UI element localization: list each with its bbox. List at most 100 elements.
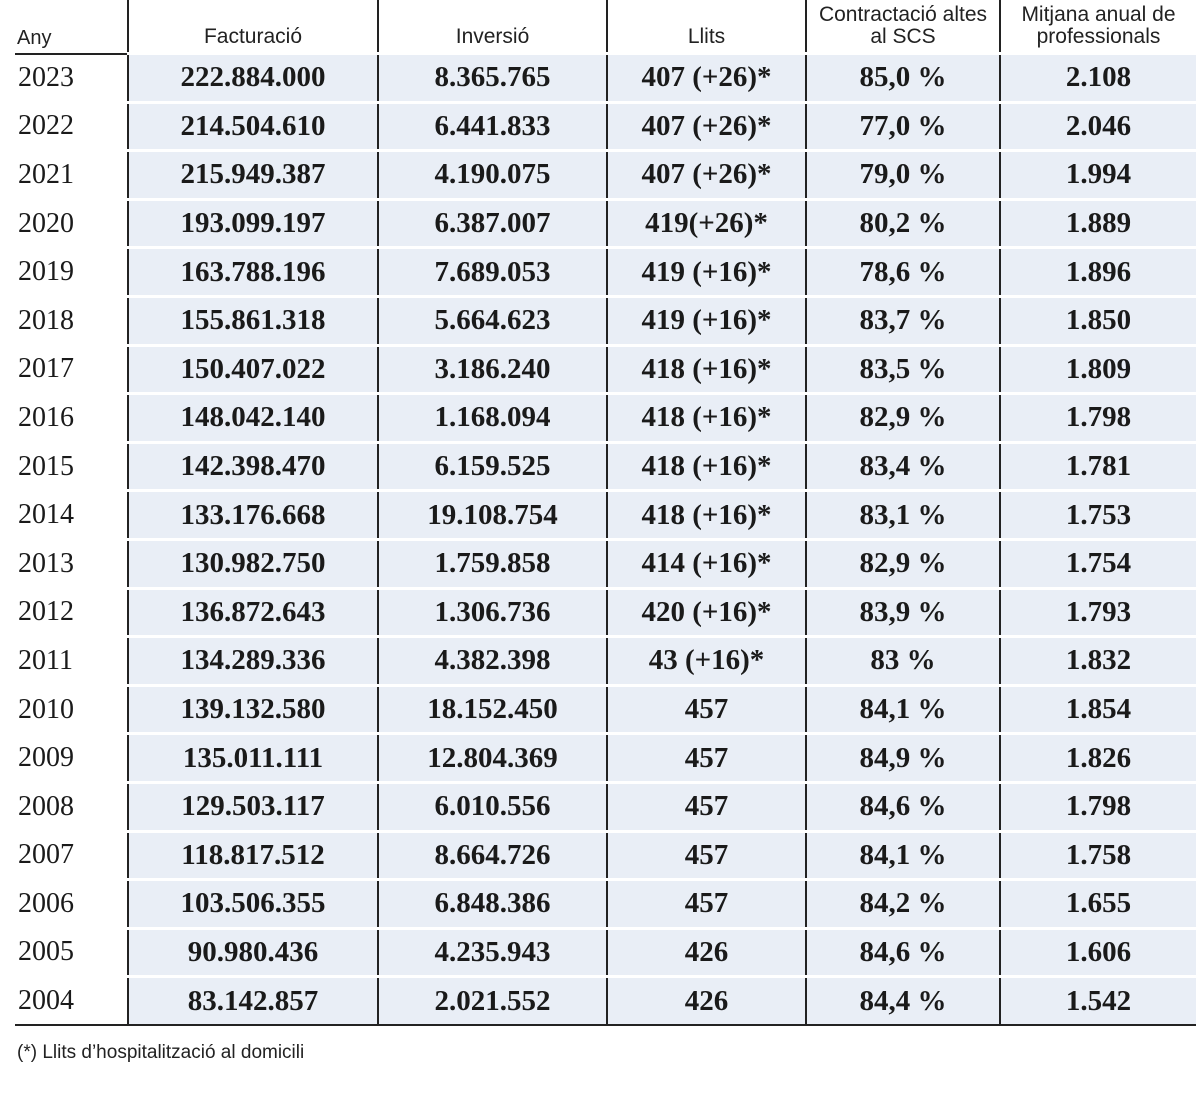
data-cell: 6.010.556 bbox=[377, 780, 607, 831]
table-container: Any Facturació Inversió Llits Contractació a… bbox=[15, 0, 1196, 1026]
table-row: 2017 150.407.022 3.186.240 418 (+16)* 83,5 %… bbox=[15, 343, 1196, 394]
data-cell: 426 bbox=[606, 975, 806, 1026]
table-row: 2022 214.504.610 6.441.833 407 (+26)* 77,0 %… bbox=[15, 100, 1196, 151]
data-cell: 1.798 bbox=[999, 780, 1196, 831]
data-cell: 163.788.196 bbox=[127, 246, 378, 297]
data-cell: 142.398.470 bbox=[127, 440, 378, 491]
header-cell: Inversió bbox=[377, 0, 607, 55]
data-cell: 407 (+26)* bbox=[606, 149, 806, 200]
data-cell: 155.861.318 bbox=[127, 294, 378, 346]
data-cell: 1.168.094 bbox=[377, 392, 607, 443]
data-cell: 8.365.765 bbox=[377, 52, 607, 103]
data-cell: 1.793 bbox=[999, 586, 1196, 637]
data-cell: 1.809 bbox=[999, 343, 1196, 394]
data-cell: 1.758 bbox=[999, 829, 1196, 880]
data-cell: 1.826 bbox=[999, 732, 1196, 783]
year-cell: 2007 bbox=[15, 830, 128, 880]
data-cell: 78,6 % bbox=[805, 246, 1000, 297]
footnote: (*) Llits d’hospitalització al domicili bbox=[17, 1042, 305, 1063]
data-cell: 222.884.000 bbox=[127, 52, 378, 103]
year-cell: 2020 bbox=[15, 198, 128, 248]
table-row: 2014 133.176.668 19.108.754 418 (+16)* 83,1 … bbox=[15, 489, 1196, 540]
data-cell: 214.504.610 bbox=[127, 100, 378, 151]
year-cell: 2016 bbox=[15, 392, 128, 443]
year-cell: 2010 bbox=[15, 684, 128, 734]
data-cell: 5.664.623 bbox=[377, 294, 607, 346]
data-cell: 103.506.355 bbox=[127, 878, 378, 929]
data-cell: 130.982.750 bbox=[127, 537, 378, 589]
table-row: 2020 193.099.197 6.387.007 419(+26)* 80,2 % 1… bbox=[15, 197, 1196, 248]
data-cell: 193.099.197 bbox=[127, 197, 378, 248]
data-cell: 418 (+16)* bbox=[606, 343, 806, 394]
data-cell: 1.655 bbox=[999, 878, 1196, 929]
data-cell: 1.754 bbox=[999, 537, 1196, 589]
year-cell: 2005 bbox=[15, 927, 128, 977]
table-row: 2006 103.506.355 6.848.386 457 84,2 % 1.655 bbox=[15, 878, 1196, 929]
data-cell: 4.235.943 bbox=[377, 926, 607, 977]
data-cell: 79,0 % bbox=[805, 149, 1000, 200]
year-cell: 2012 bbox=[15, 587, 128, 637]
table-row: 2010 139.132.580 18.152.450 457 84,1 % 1.854 bbox=[15, 683, 1196, 734]
data-cell: 215.949.387 bbox=[127, 149, 378, 200]
table-row: 2019 163.788.196 7.689.053 419 (+16)* 78,6 %… bbox=[15, 246, 1196, 297]
table-row: 2009 135.011.111 12.804.369 457 84,9 % 1.826 bbox=[15, 732, 1196, 783]
data-cell: 4.382.398 bbox=[377, 635, 607, 686]
data-cell: 457 bbox=[606, 829, 806, 880]
header-cell: Any bbox=[15, 0, 128, 55]
data-cell: 2.021.552 bbox=[377, 975, 607, 1026]
data-cell: 418 (+16)* bbox=[606, 489, 806, 540]
data-cell: 6.441.833 bbox=[377, 100, 607, 151]
header-cell: Llits bbox=[606, 0, 806, 55]
data-cell: 82,9 % bbox=[805, 537, 1000, 589]
data-cell: 1.854 bbox=[999, 683, 1196, 734]
table-row: 2005 90.980.436 4.235.943 426 84,6 % 1.606 bbox=[15, 926, 1196, 977]
data-cell: 7.689.053 bbox=[377, 246, 607, 297]
table-body: 2023 222.884.000 8.365.765 407 (+26)* 85,0 %… bbox=[15, 52, 1196, 1026]
data-cell: 457 bbox=[606, 780, 806, 831]
data-cell: 4.190.075 bbox=[377, 149, 607, 200]
data-cell: 1.896 bbox=[999, 246, 1196, 297]
data-cell: 12.804.369 bbox=[377, 732, 607, 783]
data-cell: 419 (+16)* bbox=[606, 294, 806, 346]
data-cell: 83,9 % bbox=[805, 586, 1000, 637]
table-row: 2015 142.398.470 6.159.525 418 (+16)* 83,4 %… bbox=[15, 440, 1196, 491]
data-cell: 457 bbox=[606, 732, 806, 783]
data-cell: 18.152.450 bbox=[377, 683, 607, 734]
table-row: 2023 222.884.000 8.365.765 407 (+26)* 85,0 %… bbox=[15, 52, 1196, 103]
data-cell: 84,6 % bbox=[805, 780, 1000, 831]
table-row: 2008 129.503.117 6.010.556 457 84,6 % 1.798 bbox=[15, 780, 1196, 831]
table-row: 2016 148.042.140 1.168.094 418 (+16)* 82,9 %… bbox=[15, 392, 1196, 443]
data-cell: 2.108 bbox=[999, 52, 1196, 103]
data-cell: 80,2 % bbox=[805, 197, 1000, 248]
data-cell: 148.042.140 bbox=[127, 392, 378, 443]
data-cell: 83,7 % bbox=[805, 294, 1000, 346]
data-cell: 1.832 bbox=[999, 635, 1196, 686]
data-cell: 150.407.022 bbox=[127, 343, 378, 394]
data-cell: 135.011.111 bbox=[127, 732, 378, 783]
data-cell: 84,9 % bbox=[805, 732, 1000, 783]
data-cell: 83,4 % bbox=[805, 440, 1000, 491]
year-cell: 2021 bbox=[15, 149, 128, 200]
data-cell: 407 (+26)* bbox=[606, 100, 806, 151]
year-cell: 2014 bbox=[15, 489, 128, 540]
data-cell: 134.289.336 bbox=[127, 635, 378, 686]
data-cell: 129.503.117 bbox=[127, 780, 378, 831]
data-cell: 84,2 % bbox=[805, 878, 1000, 929]
data-cell: 457 bbox=[606, 683, 806, 734]
data-cell: 133.176.668 bbox=[127, 489, 378, 540]
year-cell: 2008 bbox=[15, 781, 128, 831]
data-cell: 1.606 bbox=[999, 926, 1196, 977]
data-cell: 1.759.858 bbox=[377, 537, 607, 589]
data-cell: 85,0 % bbox=[805, 52, 1000, 103]
data-cell: 1.753 bbox=[999, 489, 1196, 540]
data-cell: 83 % bbox=[805, 635, 1000, 686]
data-cell: 83.142.857 bbox=[127, 975, 378, 1026]
data-cell: 2.046 bbox=[999, 100, 1196, 151]
data-cell: 6.387.007 bbox=[377, 197, 607, 248]
table-row: 2013 130.982.750 1.759.858 414 (+16)* 82,9 %… bbox=[15, 537, 1196, 589]
data-cell: 136.872.643 bbox=[127, 586, 378, 637]
table-row: 2012 136.872.643 1.306.736 420 (+16)* 83,9 %… bbox=[15, 586, 1196, 637]
data-cell: 77,0 % bbox=[805, 100, 1000, 151]
data-table: Any Facturació Inversió Llits Contractació a… bbox=[15, 0, 1196, 1026]
